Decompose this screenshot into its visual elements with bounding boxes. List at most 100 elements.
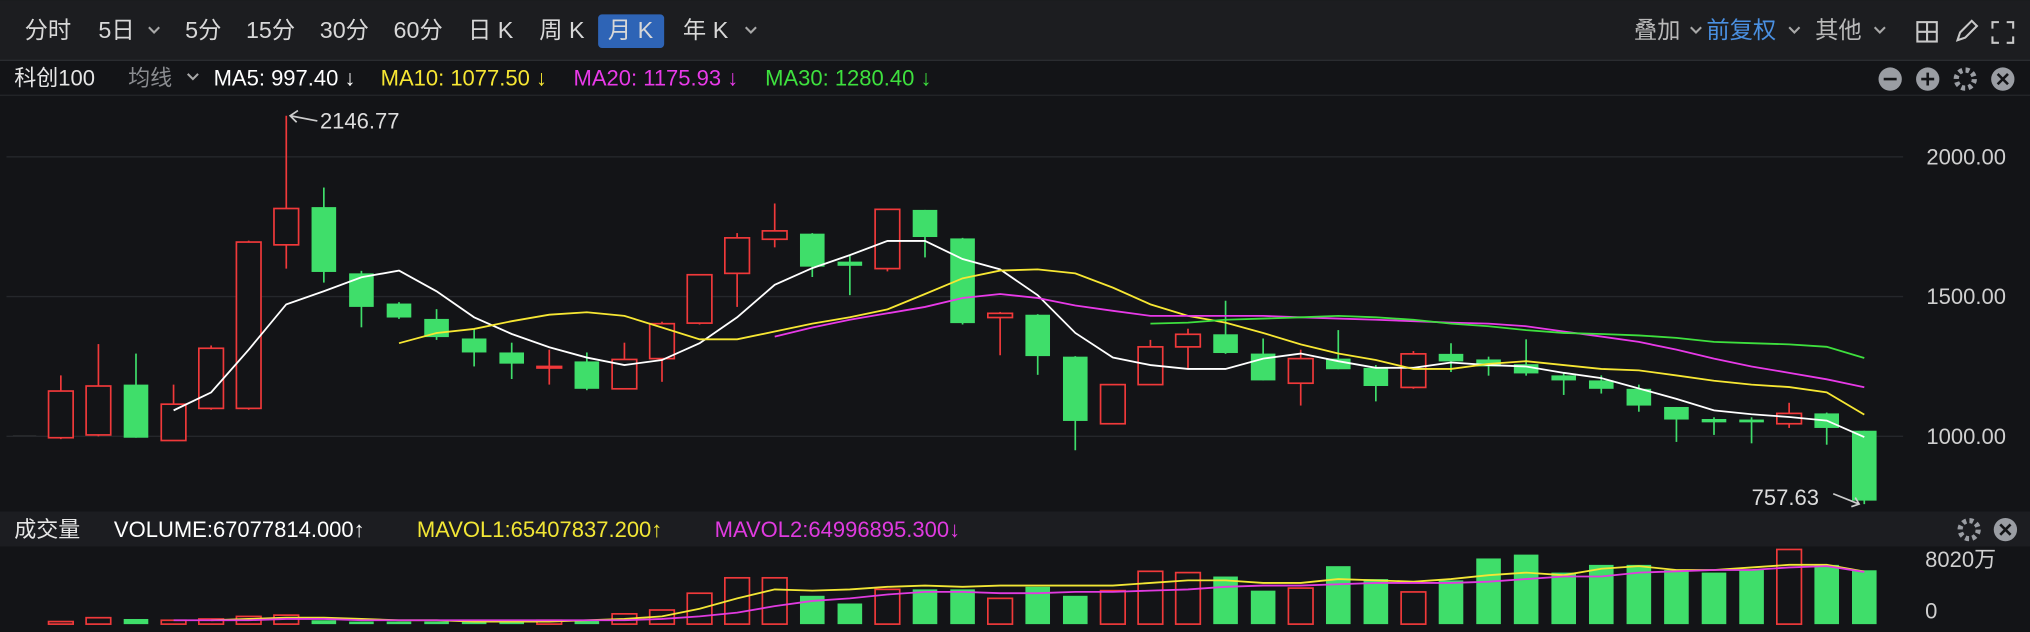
y-tick-label: 0 bbox=[1925, 599, 1937, 624]
candle-body bbox=[47, 390, 74, 439]
candle-body bbox=[273, 207, 300, 246]
period-button[interactable]: 月 K bbox=[608, 17, 654, 43]
volume-bar bbox=[686, 592, 713, 625]
y-tick-label: 8020万 bbox=[1925, 547, 1996, 572]
y-tick-label: 1500.00 bbox=[1926, 284, 2006, 309]
volume-bar bbox=[1664, 570, 1689, 625]
ma-line bbox=[211, 563, 1865, 623]
candle-body bbox=[1513, 364, 1539, 374]
fullscreen-icon[interactable] bbox=[1991, 21, 2015, 44]
candle-body bbox=[386, 303, 412, 318]
caret bbox=[1690, 26, 1702, 34]
candle-body bbox=[1701, 418, 1727, 423]
candle-body bbox=[85, 385, 112, 436]
y-tick-label: 2000.00 bbox=[1926, 144, 2006, 169]
caret bbox=[744, 26, 757, 34]
volume-bar bbox=[1814, 564, 1840, 625]
candle-body bbox=[1325, 358, 1351, 370]
candle-body bbox=[1400, 353, 1427, 389]
volume-bar bbox=[424, 621, 449, 625]
toolbar-menu[interactable]: 前复权 bbox=[1706, 17, 1776, 43]
legend-entry: MAVOL1:65407837.200↑ bbox=[417, 517, 662, 542]
layout-icon-grid bbox=[1917, 22, 1937, 42]
period-button[interactable]: 15分 bbox=[246, 17, 295, 43]
candle-body bbox=[1438, 353, 1464, 362]
candle-body bbox=[1851, 430, 1877, 501]
toolbar-menu[interactable]: 叠加 bbox=[1634, 17, 1681, 43]
volume-bar bbox=[1588, 564, 1614, 625]
period-button[interactable]: 分时 bbox=[25, 17, 72, 43]
candle-body bbox=[912, 209, 938, 238]
legend-entry: MA5: 997.40 ↓ bbox=[214, 65, 356, 90]
candle-body bbox=[1664, 406, 1689, 420]
settings-icon[interactable] bbox=[1953, 67, 1977, 91]
volume-bar bbox=[1851, 570, 1877, 625]
period-button[interactable]: 日 K bbox=[468, 17, 514, 43]
volume-bar bbox=[761, 576, 788, 625]
candle-body bbox=[761, 230, 788, 241]
volume-bar bbox=[1438, 580, 1464, 625]
volume-bar bbox=[1626, 564, 1652, 625]
legend-entry: VOLUME:67077814.000↑ bbox=[114, 517, 365, 542]
candle-body bbox=[160, 403, 187, 442]
selected-period bbox=[598, 14, 665, 49]
volume-bar bbox=[1701, 572, 1727, 625]
max-label: 2146.77 bbox=[320, 108, 400, 133]
period-button[interactable]: 30分 bbox=[320, 17, 369, 43]
candle-body bbox=[123, 384, 149, 438]
candle-body bbox=[1476, 359, 1501, 367]
candle-body bbox=[874, 208, 901, 270]
candle-body bbox=[799, 233, 825, 267]
volume-bar bbox=[123, 618, 149, 625]
candle-body bbox=[536, 365, 563, 369]
ma-line bbox=[173, 565, 1865, 622]
period-button[interactable]: 60分 bbox=[394, 17, 443, 43]
volume-bar bbox=[1400, 591, 1427, 625]
candle-body bbox=[1174, 333, 1202, 348]
volume-bar bbox=[574, 620, 600, 625]
min-label: 757.63 bbox=[1752, 485, 1819, 510]
legend-entry: MA20: 1175.93 ↓ bbox=[574, 65, 739, 90]
volume-bar bbox=[912, 589, 938, 625]
volume-bar bbox=[837, 603, 863, 625]
draw-icon[interactable] bbox=[1955, 19, 1979, 42]
volume-bar bbox=[160, 619, 187, 625]
candle-body bbox=[648, 322, 676, 360]
legend-entry: MAVOL2:64996895.300↓ bbox=[715, 517, 960, 542]
period-button[interactable]: 年 K bbox=[683, 17, 729, 43]
volume-header bbox=[0, 511, 2030, 547]
volume-bar bbox=[311, 620, 337, 625]
volume-bar bbox=[1137, 570, 1164, 625]
ma-line bbox=[398, 268, 1865, 416]
toolbar bbox=[0, 0, 2030, 60]
volume-title[interactable]: 成交量 bbox=[14, 517, 80, 542]
candle-body bbox=[723, 237, 751, 275]
legend-entry: MA30: 1280.40 ↓ bbox=[765, 65, 931, 90]
period-button[interactable]: 周 K bbox=[539, 17, 585, 43]
caret bbox=[186, 73, 199, 81]
volume-bar bbox=[85, 616, 112, 625]
close-icon-glyph bbox=[1999, 523, 2012, 536]
toolbar-menu[interactable]: 其他 bbox=[1815, 17, 1862, 43]
volume-bar bbox=[197, 618, 225, 625]
volume-bar bbox=[1099, 589, 1126, 625]
candle-body bbox=[1287, 357, 1314, 385]
indicator-selector[interactable]: 均线 bbox=[128, 65, 172, 90]
candle-body bbox=[1551, 375, 1577, 381]
candle-body bbox=[235, 241, 262, 410]
settings-icon[interactable] bbox=[1957, 517, 1981, 542]
period-button[interactable]: 5分 bbox=[185, 17, 221, 43]
volume-bar bbox=[349, 621, 374, 625]
candle-body bbox=[1025, 314, 1051, 357]
volume-bar bbox=[1213, 576, 1238, 625]
candle-body bbox=[986, 312, 1014, 319]
volume-bar bbox=[950, 589, 975, 625]
volume-bar bbox=[386, 621, 412, 625]
period-button[interactable]: 5日 bbox=[98, 17, 134, 43]
annotation-arrow bbox=[288, 109, 318, 123]
candle-body bbox=[1739, 419, 1764, 423]
toolbar-icons bbox=[1916, 19, 2015, 44]
volume-bar bbox=[1325, 566, 1351, 625]
volume-bar bbox=[1363, 579, 1389, 625]
